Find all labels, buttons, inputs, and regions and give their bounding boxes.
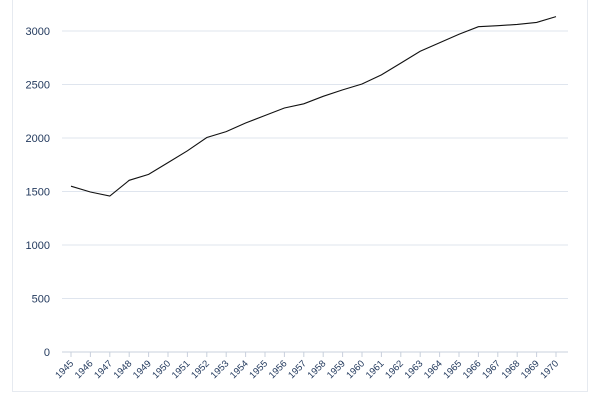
x-tick-label: 1961	[364, 358, 387, 381]
x-tick-label: 1950	[150, 358, 173, 381]
x-tick-label: 1945	[53, 358, 76, 381]
data-point	[244, 122, 246, 124]
x-tick-label: 1957	[286, 358, 309, 381]
y-tick-label: 1000	[26, 240, 50, 252]
data-point	[341, 89, 343, 91]
data-point	[477, 26, 479, 28]
y-tick-label: 2500	[26, 80, 50, 92]
data-point	[380, 74, 382, 76]
x-tick-label: 1969	[519, 358, 542, 381]
x-tick-label: 1959	[325, 358, 348, 381]
data-point	[419, 50, 421, 52]
data-point	[147, 173, 149, 175]
data-point	[206, 136, 208, 138]
data-point	[167, 161, 169, 163]
data-point	[400, 62, 402, 64]
data-point	[186, 150, 188, 152]
x-tick-label: 1956	[267, 358, 290, 381]
x-tick-label: 1954	[228, 358, 251, 381]
data-point	[264, 114, 266, 116]
x-tick-label: 1955	[247, 358, 270, 381]
x-tick-label: 1963	[403, 358, 426, 381]
data-point	[322, 95, 324, 97]
x-tick-label: 1967	[480, 358, 503, 381]
data-point	[225, 130, 227, 132]
x-tick-label: 1948	[112, 358, 135, 381]
data-point	[283, 107, 285, 109]
x-tick-label: 1953	[209, 358, 232, 381]
x-tick-label: 1947	[92, 358, 115, 381]
data-point	[361, 83, 363, 85]
x-tick-label: 1966	[461, 358, 484, 381]
x-tick-label: 1946	[73, 358, 96, 381]
x-tick-label: 1962	[383, 358, 406, 381]
x-tick-label: 1965	[441, 358, 464, 381]
y-tick-label: 0	[44, 347, 50, 359]
y-tick-label: 2000	[26, 133, 50, 145]
y-tick-label: 1500	[26, 187, 50, 199]
data-point	[303, 103, 305, 105]
data-point	[458, 33, 460, 35]
x-tick-label: 1970	[538, 358, 561, 381]
x-tick-label: 1951	[170, 358, 193, 381]
y-tick-label: 500	[32, 294, 50, 306]
x-tick-label: 1968	[500, 358, 523, 381]
data-point	[128, 179, 130, 181]
data-point	[516, 23, 518, 25]
x-tick-label: 1958	[306, 358, 329, 381]
x-tick-label: 1949	[131, 358, 154, 381]
data-point	[555, 15, 557, 17]
x-tick-label: 1964	[422, 358, 445, 381]
y-tick-label: 3000	[26, 26, 50, 38]
data-point	[109, 195, 111, 197]
data-point	[70, 185, 72, 187]
data-point	[438, 42, 440, 44]
data-point	[89, 191, 91, 193]
data-point	[535, 21, 537, 23]
x-tick-label: 1960	[344, 358, 367, 381]
data-point	[497, 24, 499, 26]
series-line	[70, 16, 557, 197]
x-tick-label: 1952	[189, 358, 212, 381]
